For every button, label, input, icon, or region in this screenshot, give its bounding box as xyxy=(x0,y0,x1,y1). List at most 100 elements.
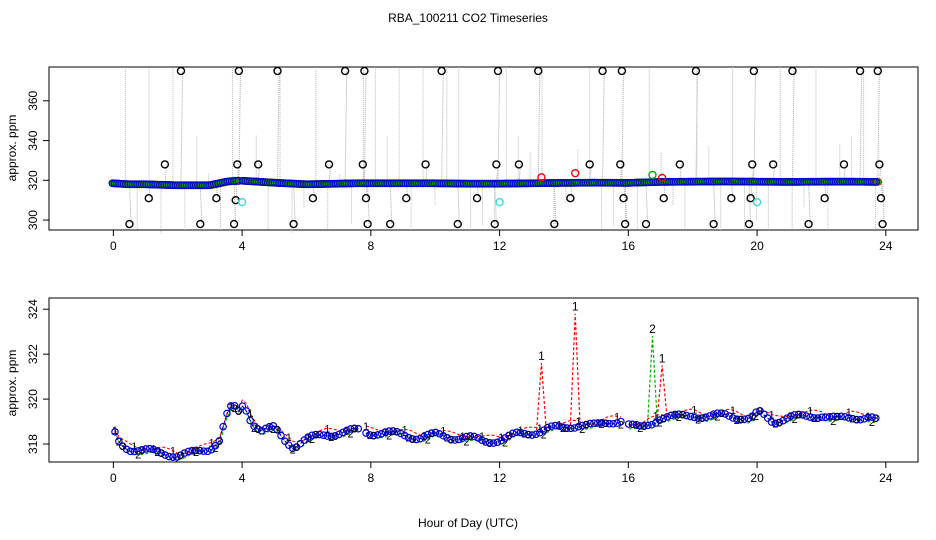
series-point-blue xyxy=(138,446,146,454)
series-symbol-blue: 3 xyxy=(641,421,647,433)
series-symbol-red: 1 xyxy=(189,446,195,458)
series-point-blue xyxy=(848,414,857,423)
series-point-blue xyxy=(508,429,517,438)
series-point-blue xyxy=(705,412,714,420)
series-point-blue xyxy=(713,409,722,417)
series-symbol-red: 1 xyxy=(382,427,388,439)
series-point-blue xyxy=(373,431,382,439)
series-point-blue xyxy=(192,446,200,455)
point-cyan xyxy=(237,197,247,207)
top-x-tick-label: 20 xyxy=(750,239,764,253)
series-point-blue xyxy=(458,434,467,442)
series-point-blue xyxy=(659,414,668,423)
series-point-blue xyxy=(864,413,872,422)
series-point-blue xyxy=(223,409,231,418)
top-y-tick-label: 340 xyxy=(26,130,40,150)
series-symbol-blue: 3 xyxy=(139,445,145,457)
series-symbol-red: 1 xyxy=(595,418,601,430)
series-point-blue xyxy=(246,416,254,425)
bottom-y-tick-label: 322 xyxy=(26,344,40,364)
top-x-tick-label: 0 xyxy=(110,239,117,253)
series-symbol-red: 1 xyxy=(633,420,639,432)
point-black xyxy=(402,193,411,203)
series-point-blue xyxy=(188,446,197,455)
series-point-blue xyxy=(346,425,355,433)
series-point-blue xyxy=(551,421,560,430)
point-black xyxy=(358,160,368,169)
trace-line xyxy=(180,70,184,186)
series-point-blue xyxy=(798,411,807,419)
series-symbol-blue: 3 xyxy=(178,450,184,462)
series-symbol-green: 2 xyxy=(541,429,547,441)
point-black xyxy=(421,160,430,169)
series-symbol-blue: 3 xyxy=(216,436,222,448)
series-point-blue xyxy=(207,445,216,454)
series-point-blue xyxy=(702,413,710,421)
series-point-blue xyxy=(462,432,471,441)
series-symbol-blue: 3 xyxy=(448,435,454,447)
point-black xyxy=(273,66,282,76)
series-symbol-blue: 3 xyxy=(757,406,763,418)
point-black xyxy=(340,66,350,76)
series-point-blue xyxy=(563,424,571,432)
series-symbol-red: 1 xyxy=(286,432,292,444)
point-black xyxy=(873,66,882,76)
series-point-blue xyxy=(678,410,687,419)
series-point-blue xyxy=(400,431,409,440)
series-point-blue xyxy=(814,414,822,422)
spike-label-red: 1 xyxy=(659,351,666,365)
point-black xyxy=(212,193,221,203)
series-point-blue xyxy=(806,413,814,421)
series-point-blue xyxy=(694,414,702,423)
series-symbol-green: 2 xyxy=(618,419,624,431)
series-point-blue xyxy=(485,438,494,447)
series-symbol-blue: 3 xyxy=(873,413,879,425)
series-symbol-red: 1 xyxy=(440,426,446,438)
point-black xyxy=(876,193,886,203)
series-symbol-red: 1 xyxy=(575,416,581,428)
series-symbol-red: 1 xyxy=(730,405,736,417)
series-point-blue xyxy=(153,447,162,455)
point-black xyxy=(641,219,651,229)
series-symbol-blue: 3 xyxy=(718,408,724,420)
series-point-blue xyxy=(732,415,741,423)
series-point-blue xyxy=(451,436,459,444)
point-black xyxy=(534,66,543,76)
point-black xyxy=(744,219,754,229)
series-symbol-green: 2 xyxy=(425,434,431,446)
series-symbol-red: 1 xyxy=(112,425,118,437)
series-symbol-green: 2 xyxy=(753,411,759,423)
bottom-x-tick-label: 12 xyxy=(493,471,507,485)
series-symbol-green: 2 xyxy=(367,430,373,442)
top-y-tick-label: 300 xyxy=(26,210,40,230)
series-symbol-blue: 3 xyxy=(371,430,377,442)
series-symbol-green: 2 xyxy=(328,432,334,444)
series-point-blue xyxy=(126,447,135,456)
point-black xyxy=(550,219,559,229)
series-point-blue xyxy=(736,415,745,424)
series-point-blue xyxy=(671,410,679,419)
series-point-blue xyxy=(273,425,281,434)
point-black xyxy=(385,219,395,229)
series-point-blue xyxy=(227,402,235,410)
series-point-blue xyxy=(215,437,224,445)
point-black xyxy=(746,193,755,203)
trace-line xyxy=(277,70,280,183)
series-symbol-blue: 3 xyxy=(796,409,802,421)
point-black xyxy=(820,193,829,203)
point-black xyxy=(875,160,884,169)
series-point-blue xyxy=(304,433,312,441)
trace-line xyxy=(753,70,756,182)
series-point-blue xyxy=(408,435,417,443)
bottom-x-tick-label: 8 xyxy=(368,471,375,485)
series-symbol-blue: 3 xyxy=(660,413,666,425)
point-black xyxy=(233,160,242,169)
series-symbol-red: 1 xyxy=(402,424,408,436)
series-symbol-green: 2 xyxy=(734,415,740,427)
point-black xyxy=(361,193,371,203)
series-point-blue xyxy=(424,430,432,439)
series-point-blue xyxy=(617,417,625,426)
x-axis-label: Hour of Day (UTC) xyxy=(418,516,518,530)
series-point-blue xyxy=(744,414,753,423)
